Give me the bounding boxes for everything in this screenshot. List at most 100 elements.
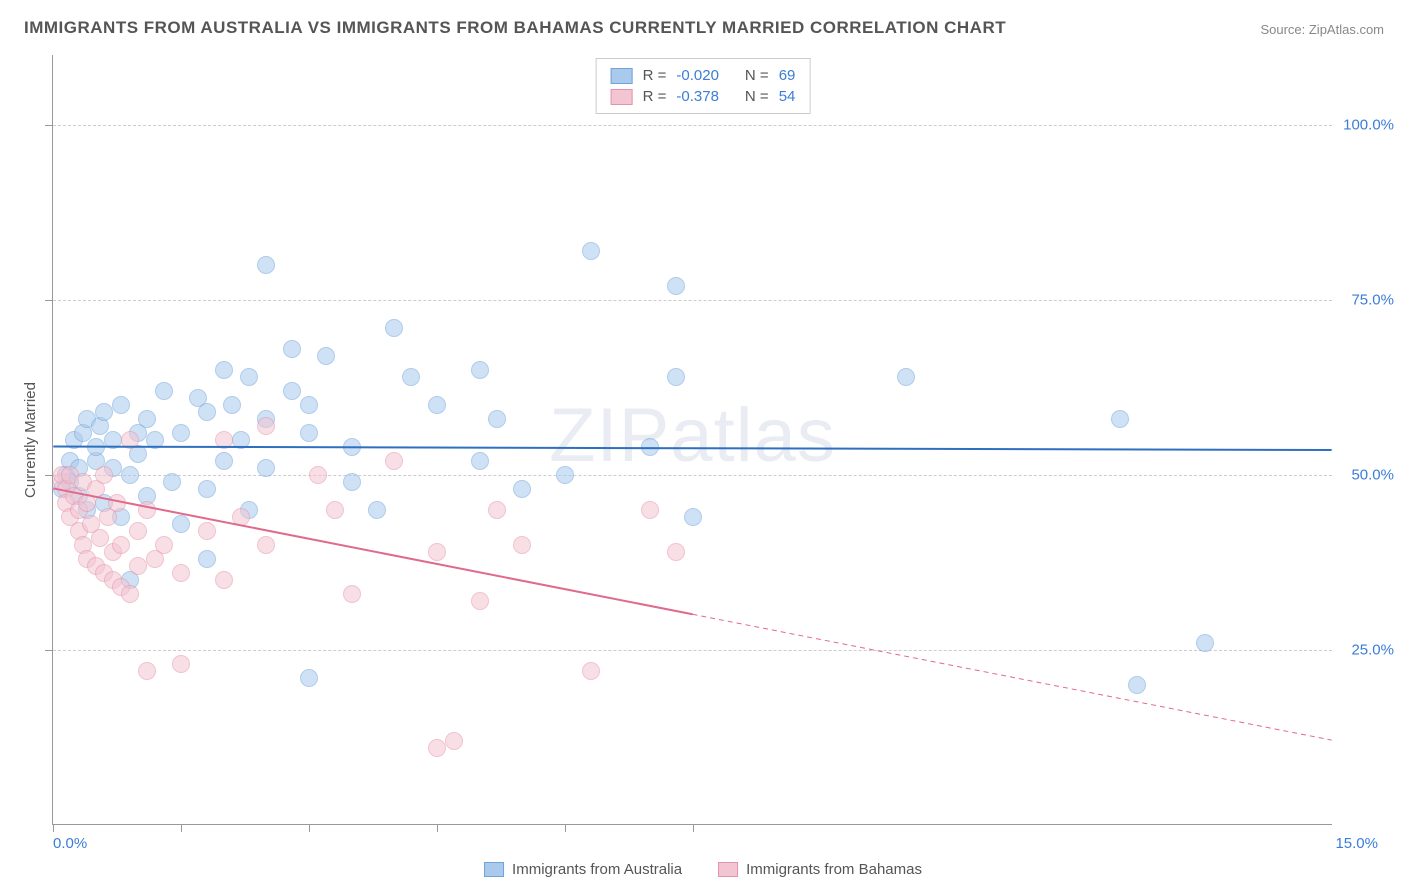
legend-item-bahamas: Immigrants from Bahamas [718, 861, 922, 878]
scatter-point-australia [112, 396, 130, 414]
y-tick-label: 100.0% [1343, 117, 1394, 134]
scatter-point-bahamas [155, 536, 173, 554]
scatter-point-bahamas [326, 501, 344, 519]
y-axis-title: Currently Married [22, 382, 39, 498]
scatter-point-australia [138, 410, 156, 428]
scatter-point-australia [368, 501, 386, 519]
scatter-point-australia [1111, 410, 1129, 428]
scatter-point-bahamas [445, 732, 463, 750]
watermark: ZIPatlas [549, 392, 836, 479]
legend-swatch-bahamas [718, 862, 738, 877]
y-tick-label: 75.0% [1351, 292, 1394, 309]
scatter-point-australia [343, 438, 361, 456]
x-tick [565, 824, 566, 832]
n-label: N = [745, 88, 769, 105]
scatter-point-australia [95, 403, 113, 421]
scatter-point-australia [223, 396, 241, 414]
scatter-point-australia [684, 508, 702, 526]
source-attribution: Source: ZipAtlas.com [1260, 22, 1384, 37]
n-label: N = [745, 67, 769, 84]
scatter-point-australia [667, 277, 685, 295]
y-tick [45, 650, 53, 651]
legend-swatch-australia [484, 862, 504, 877]
gridline-horizontal [53, 125, 1332, 126]
scatter-point-bahamas [129, 557, 147, 575]
legend-item-australia: Immigrants from Australia [484, 861, 682, 878]
legend-label-bahamas: Immigrants from Bahamas [746, 861, 922, 878]
scatter-point-bahamas [257, 417, 275, 435]
scatter-point-australia [198, 480, 216, 498]
scatter-point-bahamas [198, 522, 216, 540]
scatter-point-australia [300, 424, 318, 442]
scatter-point-bahamas [428, 543, 446, 561]
r-label: R = [643, 88, 667, 105]
scatter-point-australia [428, 396, 446, 414]
scatter-point-australia [385, 319, 403, 337]
chart-plot-area: ZIPatlas 25.0%50.0%75.0%100.0%0.0%15.0% [52, 55, 1332, 825]
scatter-point-australia [215, 361, 233, 379]
gridline-horizontal [53, 300, 1332, 301]
x-axis-min-label: 0.0% [53, 835, 87, 852]
scatter-point-australia [1196, 634, 1214, 652]
scatter-point-bahamas [513, 536, 531, 554]
correlation-legend: R = -0.020 N = 69 R = -0.378 N = 54 [596, 58, 811, 114]
scatter-point-bahamas [215, 571, 233, 589]
scatter-point-australia [471, 361, 489, 379]
scatter-point-australia [343, 473, 361, 491]
r-value-australia: -0.020 [676, 67, 719, 84]
r-label: R = [643, 67, 667, 84]
scatter-point-bahamas [582, 662, 600, 680]
scatter-point-australia [172, 515, 190, 533]
scatter-point-bahamas [641, 501, 659, 519]
scatter-point-australia [232, 431, 250, 449]
scatter-point-australia [155, 382, 173, 400]
gridline-horizontal [53, 475, 1332, 476]
scatter-point-australia [641, 438, 659, 456]
x-tick [693, 824, 694, 832]
scatter-point-australia [198, 403, 216, 421]
chart-title: IMMIGRANTS FROM AUSTRALIA VS IMMIGRANTS … [24, 18, 1006, 38]
scatter-point-australia [240, 368, 258, 386]
legend-swatch-bahamas [611, 89, 633, 105]
scatter-point-bahamas [667, 543, 685, 561]
scatter-point-australia [257, 459, 275, 477]
scatter-point-bahamas [385, 452, 403, 470]
legend-row-bahamas: R = -0.378 N = 54 [611, 86, 796, 107]
scatter-point-australia [300, 396, 318, 414]
legend-swatch-australia [611, 68, 633, 84]
scatter-point-bahamas [471, 592, 489, 610]
scatter-point-australia [471, 452, 489, 470]
y-tick [45, 125, 53, 126]
scatter-point-australia [317, 347, 335, 365]
scatter-point-australia [172, 424, 190, 442]
scatter-point-australia [104, 431, 122, 449]
legend-label-australia: Immigrants from Australia [512, 861, 682, 878]
regression-line-dashed-bahamas [693, 614, 1332, 740]
series-legend: Immigrants from Australia Immigrants fro… [484, 861, 922, 878]
scatter-point-australia [513, 480, 531, 498]
scatter-point-australia [146, 431, 164, 449]
scatter-point-australia [488, 410, 506, 428]
scatter-point-bahamas [428, 739, 446, 757]
scatter-point-bahamas [108, 494, 126, 512]
scatter-point-australia [163, 473, 181, 491]
y-tick [45, 300, 53, 301]
scatter-point-australia [897, 368, 915, 386]
scatter-point-bahamas [95, 466, 113, 484]
scatter-point-bahamas [232, 508, 250, 526]
x-tick [437, 824, 438, 832]
x-tick [181, 824, 182, 832]
scatter-point-australia [1128, 676, 1146, 694]
scatter-point-bahamas [172, 564, 190, 582]
scatter-point-australia [582, 242, 600, 260]
x-tick [309, 824, 310, 832]
scatter-point-australia [283, 382, 301, 400]
r-value-bahamas: -0.378 [676, 88, 719, 105]
x-tick [53, 824, 54, 832]
scatter-point-bahamas [257, 536, 275, 554]
scatter-point-bahamas [138, 501, 156, 519]
scatter-point-bahamas [172, 655, 190, 673]
scatter-point-bahamas [488, 501, 506, 519]
scatter-point-bahamas [138, 662, 156, 680]
scatter-point-australia [198, 550, 216, 568]
